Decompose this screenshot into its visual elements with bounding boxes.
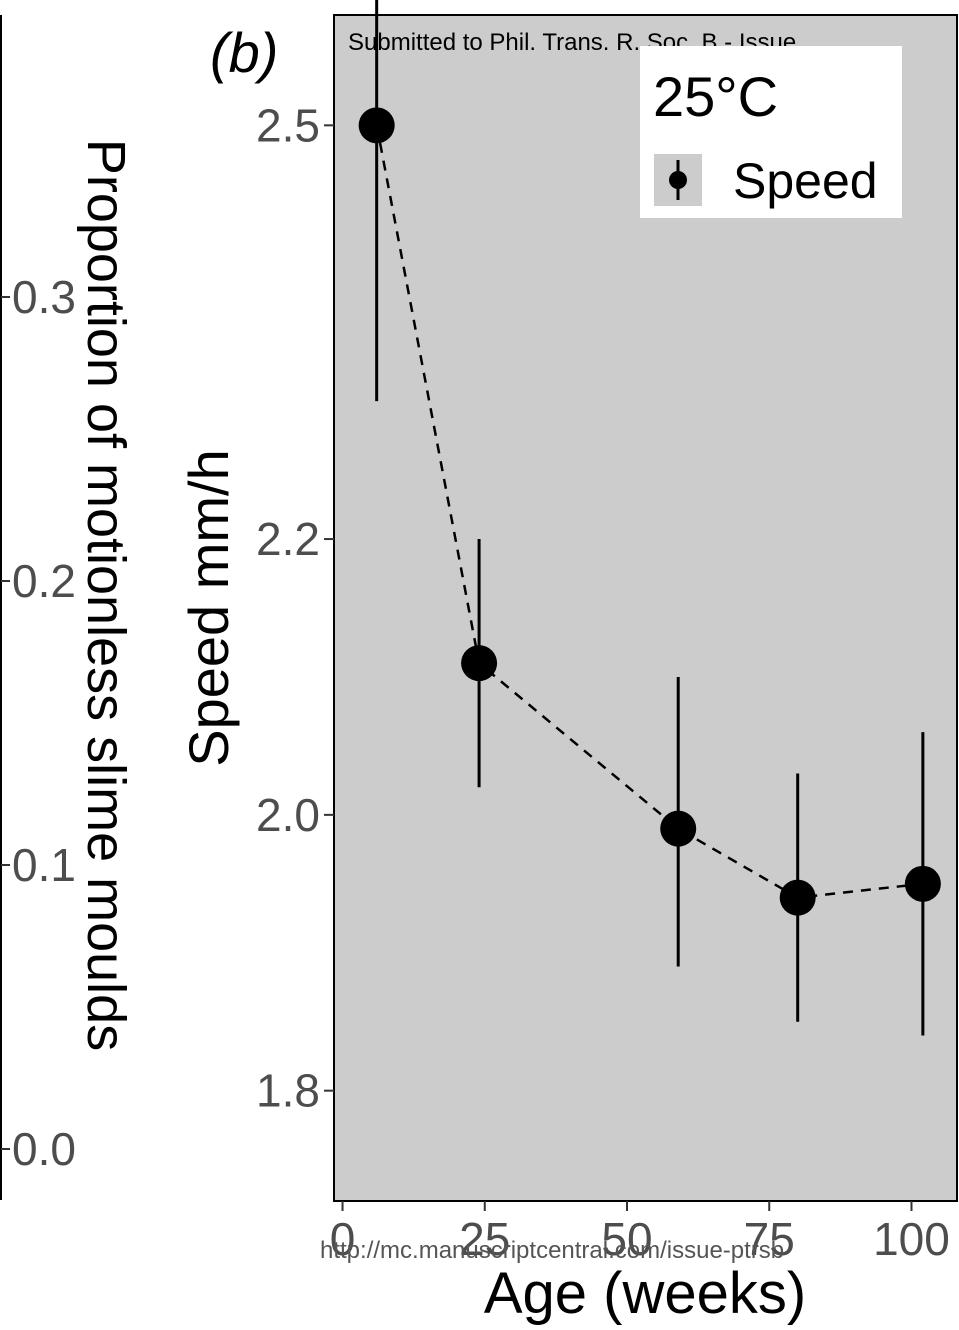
data-point: [904, 865, 941, 902]
left-axis-ticks: 0.0 0.1 0.2 0.3: [1, 271, 76, 1175]
x-tick-label: 100: [873, 1213, 950, 1265]
left-proportion-axis: 0.0 0.1 0.2 0.3 Proportion of motionless sl…: [0, 15, 136, 1200]
series-line: [375, 125, 924, 899]
left-axis-title: Proportion of motionless slime moulds: [76, 139, 136, 1051]
x-tick-label: 25: [459, 1213, 510, 1265]
y-tick-label: 2.0: [256, 789, 320, 841]
x-tick-label: 50: [601, 1213, 652, 1265]
legend: 25°C Speed: [640, 46, 902, 218]
y-tick-label: 1.8: [256, 1065, 320, 1117]
left-tick-label: 0.1: [12, 839, 76, 891]
x-axis-ticks: 0 25 50 75 100: [330, 1201, 950, 1265]
data-point: [358, 107, 395, 144]
footer-note: http://mc.manuscriptcentral.com/issue-pt…: [320, 1237, 784, 1264]
x-tick-label: 0: [330, 1213, 356, 1265]
legend-label-speed: Speed: [733, 153, 878, 209]
data-point: [461, 645, 498, 682]
data-point: [779, 879, 816, 916]
panel-label: (b): [210, 21, 278, 84]
left-tick-label: 0.3: [12, 271, 76, 323]
legend-key-point: [669, 171, 687, 189]
y-tick-label: 2.2: [256, 513, 320, 565]
y-axis-ticks: 1.8 2.0 2.2 2.5: [256, 99, 334, 1117]
left-tick-label: 0.0: [12, 1123, 76, 1175]
x-tick-label: 75: [744, 1213, 795, 1265]
y-tick-label: 2.5: [256, 99, 320, 151]
legend-title: 25°C: [653, 65, 778, 128]
x-axis-title: Age (weeks): [484, 1261, 806, 1326]
speed-series: [358, 0, 941, 1036]
y-axis-title: Speed mm/h: [177, 449, 240, 767]
left-tick-label: 0.2: [12, 555, 76, 607]
data-point: [660, 810, 697, 847]
